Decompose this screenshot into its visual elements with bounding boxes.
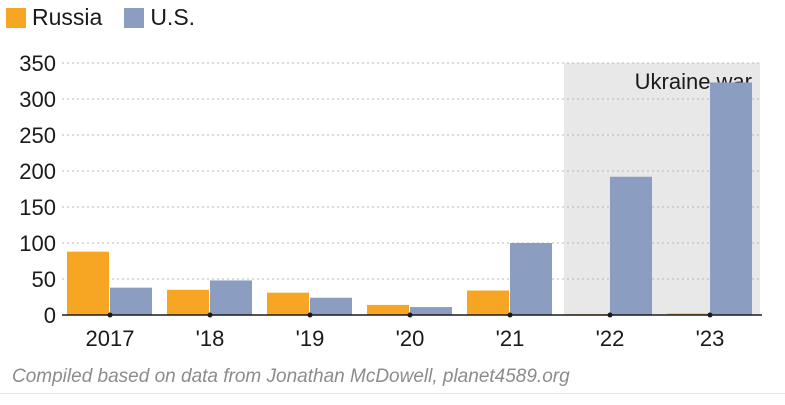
- y-tick-label: 150: [19, 195, 56, 220]
- bar-russia: [167, 289, 209, 315]
- divider: [0, 393, 785, 394]
- y-tick-label: 250: [19, 123, 56, 148]
- x-tick-label: '20: [396, 326, 425, 351]
- x-tick-mark: [407, 312, 413, 318]
- x-tick-label: '18: [196, 326, 225, 351]
- x-tick-mark: [307, 312, 313, 318]
- legend-label: Russia: [32, 4, 103, 30]
- x-tick-mark: [507, 312, 513, 318]
- x-tick-label: 2017: [86, 326, 135, 351]
- y-tick-label: 100: [19, 231, 56, 256]
- x-tick-label: '21: [496, 326, 525, 351]
- y-tick-label: 350: [19, 51, 56, 76]
- x-tick-mark: [207, 312, 213, 318]
- bar-us: [710, 82, 752, 315]
- bar-us: [510, 243, 552, 315]
- legend-label: U.S.: [150, 4, 196, 30]
- y-tick-label: 300: [19, 87, 56, 112]
- legend-swatch: [6, 7, 26, 28]
- bar-russia: [67, 251, 109, 315]
- bar-us: [310, 297, 352, 315]
- legend-swatch: [124, 7, 145, 28]
- y-tick-label: 0: [44, 303, 56, 328]
- bar-us: [410, 307, 452, 315]
- x-tick-label: '23: [696, 326, 725, 351]
- y-tick-label: 200: [19, 159, 56, 184]
- x-tick-mark: [107, 312, 113, 318]
- bar-us: [610, 176, 652, 315]
- source-note: Compiled based on data from Jonathan McD…: [12, 366, 570, 387]
- bar-russia: [267, 292, 309, 315]
- bar-russia: [467, 290, 509, 315]
- legend-item: U.S.: [124, 4, 195, 31]
- bar-us: [210, 280, 252, 315]
- x-tick-label: '22: [596, 326, 625, 351]
- chart-legend: Russia U.S.: [6, 4, 217, 31]
- legend-item: Russia: [6, 4, 102, 31]
- bar-us: [110, 287, 152, 315]
- bar-russia: [367, 304, 409, 315]
- x-tick-mark: [607, 312, 613, 318]
- x-tick-mark: [707, 312, 713, 318]
- x-tick-label: '19: [296, 326, 325, 351]
- y-tick-label: 50: [32, 267, 56, 292]
